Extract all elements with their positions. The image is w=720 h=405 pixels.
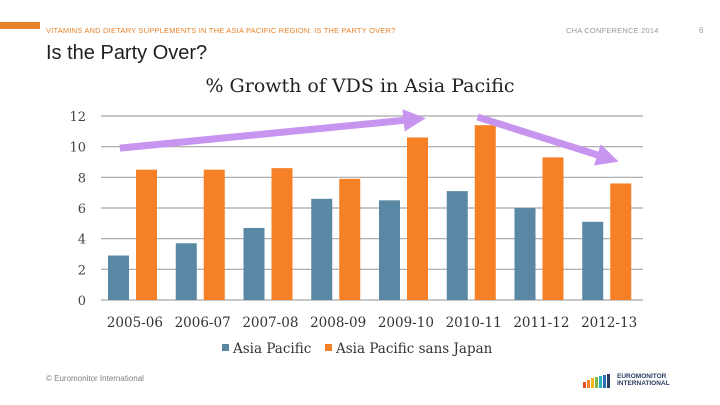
bar-sans-japan <box>474 125 496 300</box>
bar-sans-japan <box>610 183 632 300</box>
bar-asia-pacific <box>243 227 265 300</box>
y-tick-label: 4 <box>78 233 86 248</box>
x-tick-label: 2011-12 <box>513 315 569 331</box>
slide-title: Is the Party Over? <box>46 42 208 64</box>
bar-asia-pacific <box>311 198 333 300</box>
bar-asia-pacific <box>175 243 197 300</box>
bar-asia-pacific <box>379 200 400 300</box>
header-event: CHA CONFERENCE 2014 <box>566 26 659 35</box>
logo-mark-icon <box>583 374 610 388</box>
bar-sans-japan <box>271 168 293 300</box>
bar-asia-pacific <box>446 191 468 300</box>
logo-text-line2: INTERNATIONAL <box>617 380 670 387</box>
bar-asia-pacific <box>108 255 129 300</box>
x-tick-label: 2012-13 <box>581 315 637 331</box>
y-tick-label: 10 <box>69 141 86 156</box>
x-tick-label: 2008-09 <box>310 315 366 331</box>
legend-swatch <box>325 344 332 351</box>
copyright-text: © Euromonitor International <box>46 374 144 383</box>
x-tick-label: 2010-11 <box>446 315 502 331</box>
bar-asia-pacific <box>582 221 604 300</box>
bar-sans-japan <box>339 178 361 300</box>
x-tick-label: 2006-07 <box>175 315 231 331</box>
x-tick-label: 2007-08 <box>242 315 298 331</box>
y-tick-label: 0 <box>78 294 86 309</box>
y-tick-label: 8 <box>78 171 86 186</box>
legend-label: Asia Pacific sans Japan <box>335 341 493 357</box>
page-number: 6 <box>699 26 704 35</box>
chart-title: % Growth of VDS in Asia Pacific <box>205 75 514 97</box>
y-tick-label: 6 <box>78 202 86 217</box>
bar-asia-pacific <box>514 208 536 300</box>
x-tick-label: 2005-06 <box>107 315 163 331</box>
logo-text-line1: EUROMONITOR <box>617 373 667 380</box>
trend-arrow-down <box>476 113 619 166</box>
bar-sans-japan <box>136 169 157 300</box>
bar-sans-japan <box>407 137 428 300</box>
x-tick-label: 2009-10 <box>378 315 434 331</box>
y-tick-label: 12 <box>69 110 86 125</box>
euromonitor-logo: EUROMONITOR INTERNATIONAL <box>583 372 693 388</box>
y-tick-label: 2 <box>78 263 86 278</box>
bar-sans-japan <box>542 157 564 300</box>
logo-text: EUROMONITOR INTERNATIONAL <box>617 373 670 387</box>
header-accent-bar <box>0 22 40 29</box>
bar-sans-japan <box>203 169 225 300</box>
legend-swatch <box>222 344 229 351</box>
trend-arrow-up <box>119 109 426 152</box>
legend-label: Asia Pacific <box>232 341 311 357</box>
header-topic: VITAMINS AND DIETARY SUPPLEMENTS IN THE … <box>46 26 396 35</box>
